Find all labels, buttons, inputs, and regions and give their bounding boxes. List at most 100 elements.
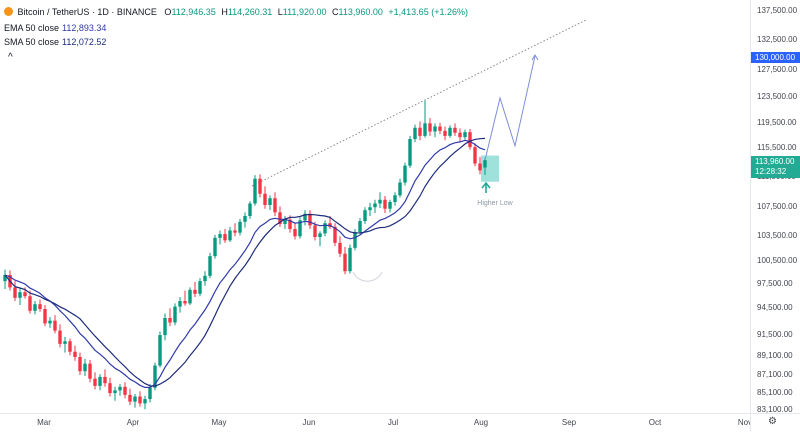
time-tick-label: Mar (37, 418, 51, 427)
candle-body (368, 207, 372, 211)
candle-body (128, 394, 132, 402)
candle-body (3, 275, 7, 282)
candle-body (478, 163, 482, 171)
candle-body (253, 178, 257, 204)
candle-body (108, 383, 112, 394)
candle-body (58, 330, 62, 344)
candle-body (168, 318, 172, 323)
candle-body (403, 165, 407, 183)
higher-low-label: Higher Low (477, 200, 513, 207)
candle-body (248, 203, 252, 216)
time-tick-label: Jul (387, 418, 399, 427)
price-tick-label: 89,100.00 (757, 351, 793, 360)
price-tick-label: 132,500.00 (757, 35, 798, 44)
candle-body (93, 378, 97, 386)
sma-value: 112,072.52 (62, 37, 107, 47)
candle-body (293, 229, 297, 237)
candle-body (178, 301, 182, 307)
candle-body (208, 256, 212, 276)
candle-body (223, 234, 227, 241)
candle-body (318, 233, 322, 237)
chart-canvas[interactable]: Higher Low (0, 0, 750, 413)
symbol-legend[interactable]: Bitcoin / TetherUS · 1D · BINANCE O112,9… (4, 6, 468, 18)
price-tick-label: 87,100.00 (757, 370, 793, 379)
candle-body (103, 376, 107, 384)
candle-body (268, 198, 272, 205)
last-price-value: 113,960.00 (755, 157, 795, 166)
candle-body (18, 292, 22, 298)
high-value: 114,260.31 (227, 7, 273, 17)
candle-body (133, 396, 137, 402)
candle-body (193, 289, 197, 294)
candle-body (273, 198, 277, 213)
candle-body (203, 275, 207, 282)
candle-body (448, 127, 452, 136)
projection-path (484, 55, 536, 161)
candle-body (453, 127, 457, 133)
price-tick-label: 119,500.00 (757, 118, 797, 127)
higher-low-zone (481, 155, 499, 182)
candle-body (148, 387, 152, 400)
sma-label[interactable]: SMA 50 close (4, 37, 60, 47)
candle-body (343, 253, 347, 272)
candle-body (298, 220, 302, 237)
candle-body (53, 320, 57, 331)
ema-legend[interactable]: EMA 50 close 112,893.34 (4, 22, 106, 34)
candle-body (88, 363, 92, 379)
candle-body (138, 396, 142, 404)
candle-body (173, 306, 177, 323)
time-tick-label: Oct (648, 418, 662, 427)
arrow-up-icon-head (481, 181, 491, 189)
ema-label[interactable]: EMA 50 close (4, 23, 60, 33)
axis-settings-corner[interactable]: ⚙ (750, 413, 800, 432)
candle-body (288, 219, 292, 230)
sma-legend[interactable]: SMA 50 close 112,072.52 (4, 36, 106, 48)
candle-body (118, 386, 122, 391)
candle-body (233, 230, 237, 233)
price-axis[interactable]: 137,500.00 132,500.00 127,500.00 123,500.00… (750, 0, 800, 414)
chart-pane[interactable]: Higher Low Bitcoin / TetherUS · 1D · BIN… (0, 0, 750, 413)
candle-body (158, 335, 162, 366)
price-tick-label: 123,500.00 (757, 92, 798, 101)
time-axis[interactable]: Mar Apr May Jun Jul Aug Sep Oct Nov (0, 413, 753, 432)
sma-50-line (4, 137, 486, 387)
candle-body (423, 123, 427, 136)
candle-body (313, 225, 317, 237)
candle-body (338, 242, 342, 254)
price-tick-label: 115,500.00 (757, 143, 797, 152)
open-value: 112,946.35 (171, 7, 216, 17)
candle-body (353, 231, 357, 248)
candle-body (33, 304, 37, 311)
candle-body (188, 289, 192, 304)
time-tick-label: Aug (473, 418, 489, 427)
candle-body (398, 182, 402, 196)
symbol-name[interactable]: Bitcoin / TetherUS · 1D · BINANCE (17, 7, 157, 17)
candle-body (113, 390, 117, 394)
candle-body (413, 127, 417, 139)
candle-body (263, 193, 267, 205)
candle-body (383, 199, 387, 209)
ema-50-line (4, 139, 486, 389)
candle-body (198, 281, 202, 294)
candle-body (98, 376, 102, 386)
price-tick-label: 100,500.00 (757, 256, 798, 265)
bitcoin-logo-icon (4, 7, 13, 16)
candle-body (238, 221, 242, 233)
candle-body (83, 363, 87, 372)
candle-body (68, 341, 72, 352)
candle-body (48, 320, 52, 324)
candle-body (388, 202, 392, 209)
price-tick-label: 85,100.00 (757, 388, 793, 397)
candle-body (358, 221, 362, 232)
candle-body (73, 351, 77, 357)
time-tick-label: Nov (737, 418, 753, 427)
low-label: L (277, 7, 283, 17)
candle-body (483, 160, 487, 168)
time-tick-label: Apr (126, 418, 140, 427)
trend-line (251, 19, 587, 187)
gear-icon[interactable]: ⚙ (768, 416, 777, 427)
collapse-legend-chevron-up-icon[interactable]: ^ (8, 52, 13, 63)
price-tick-label: 83,100.00 (757, 405, 793, 414)
candle-body (153, 365, 157, 388)
candle-body (378, 199, 382, 204)
